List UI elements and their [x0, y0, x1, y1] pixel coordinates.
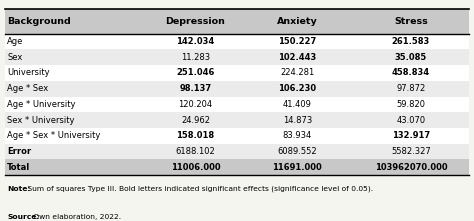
FancyBboxPatch shape	[5, 81, 469, 97]
Text: Depression: Depression	[165, 17, 225, 26]
Text: 261.583: 261.583	[392, 37, 430, 46]
Text: Age * Sex * University: Age * Sex * University	[7, 131, 100, 140]
Text: 41.409: 41.409	[283, 100, 312, 109]
Text: 224.281: 224.281	[280, 69, 314, 78]
Text: 98.137: 98.137	[179, 84, 211, 93]
Text: 83.934: 83.934	[283, 131, 312, 140]
Text: 11.283: 11.283	[181, 53, 210, 62]
Text: Note:: Note:	[7, 186, 31, 192]
Text: Source:: Source:	[7, 214, 40, 220]
Text: Age * University: Age * University	[7, 100, 76, 109]
Text: 43.070: 43.070	[396, 116, 426, 125]
FancyBboxPatch shape	[5, 159, 469, 175]
Text: 5582.327: 5582.327	[391, 147, 431, 156]
Text: 11691.000: 11691.000	[273, 163, 322, 172]
FancyBboxPatch shape	[5, 112, 469, 128]
Text: Total: Total	[7, 163, 30, 172]
Text: 158.018: 158.018	[176, 131, 215, 140]
Text: Age * Sex: Age * Sex	[7, 84, 48, 93]
Text: 35.085: 35.085	[395, 53, 427, 62]
Text: 102.443: 102.443	[278, 53, 317, 62]
Text: Anxiety: Anxiety	[277, 17, 318, 26]
FancyBboxPatch shape	[5, 97, 469, 112]
Text: 132.917: 132.917	[392, 131, 430, 140]
Text: Sum of squares Type III. Bold letters indicated significant effects (significanc: Sum of squares Type III. Bold letters in…	[25, 186, 373, 192]
Text: 150.227: 150.227	[278, 37, 317, 46]
Text: Sex: Sex	[7, 53, 22, 62]
Text: 24.962: 24.962	[181, 116, 210, 125]
Text: University: University	[7, 69, 50, 78]
Text: 120.204: 120.204	[178, 100, 212, 109]
FancyBboxPatch shape	[5, 144, 469, 159]
Text: 59.820: 59.820	[396, 100, 426, 109]
Text: 6089.552: 6089.552	[277, 147, 317, 156]
Text: 251.046: 251.046	[176, 69, 215, 78]
Text: Own elaboration, 2022.: Own elaboration, 2022.	[31, 214, 121, 220]
FancyBboxPatch shape	[5, 9, 469, 34]
FancyBboxPatch shape	[5, 65, 469, 81]
Text: 11006.000: 11006.000	[171, 163, 220, 172]
Text: Stress: Stress	[394, 17, 428, 26]
Text: 103962070.000: 103962070.000	[374, 163, 447, 172]
Text: 458.834: 458.834	[392, 69, 430, 78]
Text: 97.872: 97.872	[396, 84, 426, 93]
Text: Error: Error	[7, 147, 31, 156]
Text: 14.873: 14.873	[283, 116, 312, 125]
Text: Background: Background	[7, 17, 71, 26]
Text: Age: Age	[7, 37, 24, 46]
Text: Sex * University: Sex * University	[7, 116, 74, 125]
FancyBboxPatch shape	[5, 128, 469, 144]
FancyBboxPatch shape	[5, 34, 469, 50]
Text: 142.034: 142.034	[176, 37, 215, 46]
Text: 106.230: 106.230	[278, 84, 316, 93]
Text: 6188.102: 6188.102	[175, 147, 215, 156]
FancyBboxPatch shape	[5, 50, 469, 65]
